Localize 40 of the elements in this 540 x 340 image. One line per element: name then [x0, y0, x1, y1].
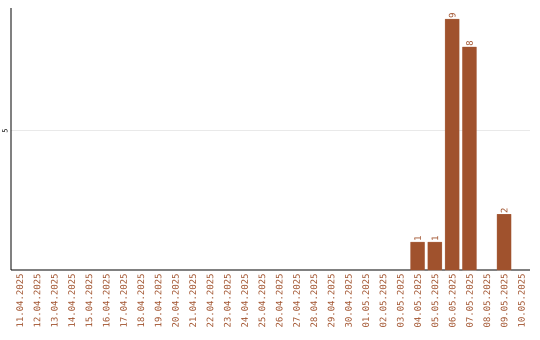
x-tick-label: 14.04.2025 [68, 274, 75, 326]
x-tick-label: 03.05.2025 [396, 274, 404, 327]
x-tick-label: 09.05.2025 [500, 274, 508, 327]
bar [496, 214, 512, 270]
x-tick-label: 25.04.2025 [258, 274, 266, 327]
x-tick-label: 19.04.2025 [154, 274, 162, 326]
x-tick-label: 06.05.2025 [448, 274, 456, 327]
x-tick-label: 17.04.2025 [120, 274, 127, 326]
data-label: 8 [466, 41, 473, 46]
x-tick-label: 04.05.2025 [414, 274, 421, 327]
x-tick-label: 18.04.2025 [137, 274, 144, 326]
x-tick-label: 11.04.2025 [16, 274, 24, 326]
x-tick-label: 29.04.2025 [328, 274, 334, 327]
x-tick-label: 07.05.2025 [466, 274, 473, 327]
x-tick-label: 05.05.2025 [431, 274, 438, 327]
bar [462, 46, 477, 270]
x-tick-label: 15.04.2025 [85, 274, 92, 326]
x-tick-label: 20.04.2025 [172, 274, 179, 327]
x-tick-label: 30.04.2025 [344, 274, 352, 327]
x-tick-label: 08.05.2025 [483, 274, 490, 327]
data-label: 1 [432, 236, 438, 240]
x-tick-label: 22.04.2025 [206, 274, 214, 327]
bar [428, 242, 442, 270]
x-tick-label: 23.04.2025 [224, 274, 231, 327]
x-tick-label: 24.04.2025 [241, 274, 248, 327]
x-tick-label: 13.04.2025 [50, 274, 58, 326]
x-tick-label: 27.04.2025 [293, 274, 300, 327]
bar [410, 242, 425, 270]
x-tick-label: 02.05.2025 [380, 274, 386, 327]
data-label: 1 [414, 236, 421, 240]
x-tick-label: 10.05.2025 [518, 274, 525, 326]
x-tick-label: 28.04.2025 [310, 274, 318, 327]
data-label: 9 [448, 13, 456, 18]
data-label: 2 [500, 208, 508, 212]
x-tick-label: 16.04.2025 [102, 274, 110, 326]
x-tick-label: 26.04.2025 [276, 274, 283, 327]
bar [444, 18, 460, 270]
x-tick-label: 01.05.2025 [362, 274, 370, 327]
x-tick-label: 21.04.2025 [189, 274, 196, 327]
x-tick-label: 12.04.2025 [34, 274, 40, 326]
